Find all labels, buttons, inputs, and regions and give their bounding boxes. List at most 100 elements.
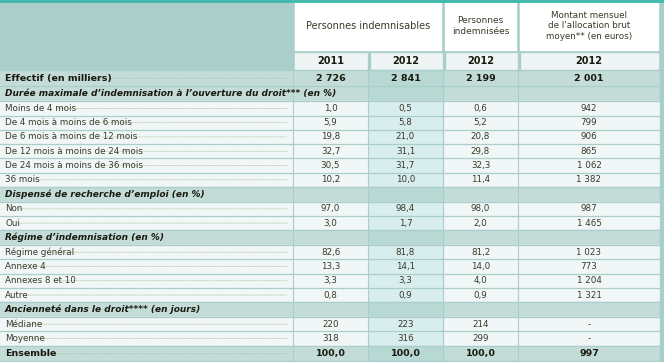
Text: 36 mois: 36 mois xyxy=(5,175,40,184)
Text: 299: 299 xyxy=(472,334,489,343)
Bar xyxy=(369,187,443,202)
Bar xyxy=(0,259,664,274)
Bar xyxy=(369,144,443,158)
Text: 100,0: 100,0 xyxy=(465,349,495,358)
Text: Moins de 4 mois: Moins de 4 mois xyxy=(5,104,76,113)
Bar xyxy=(0,173,664,187)
Text: Régime général: Régime général xyxy=(5,248,74,257)
Text: 1 465: 1 465 xyxy=(576,219,602,228)
Bar xyxy=(369,130,443,144)
Text: Médiane: Médiane xyxy=(5,320,42,329)
Text: 0,8: 0,8 xyxy=(323,291,337,299)
Text: 1 321: 1 321 xyxy=(576,291,602,299)
Text: 100,0: 100,0 xyxy=(315,349,345,358)
Text: Ancienneté dans le droit**** (en jours): Ancienneté dans le droit**** (en jours) xyxy=(5,305,201,314)
Text: 220: 220 xyxy=(322,320,339,329)
Bar xyxy=(369,87,443,101)
Bar xyxy=(295,2,441,50)
Text: 10,2: 10,2 xyxy=(321,175,340,184)
Bar xyxy=(0,52,664,70)
Bar xyxy=(369,317,443,331)
Bar xyxy=(0,115,664,130)
Bar xyxy=(445,2,516,50)
Text: Montant mensuel
de l'allocation brut
moyen** (en euros): Montant mensuel de l'allocation brut moy… xyxy=(546,11,632,41)
Text: 0,9: 0,9 xyxy=(398,291,412,299)
Text: 32,7: 32,7 xyxy=(321,147,340,156)
Bar xyxy=(660,0,664,362)
Bar xyxy=(369,216,443,230)
Text: 5,2: 5,2 xyxy=(473,118,487,127)
Text: 318: 318 xyxy=(322,334,339,343)
Text: 1 023: 1 023 xyxy=(576,248,602,257)
Text: 82,6: 82,6 xyxy=(321,248,340,257)
Text: Effectif (en milliers): Effectif (en milliers) xyxy=(5,74,112,83)
Text: 2012: 2012 xyxy=(467,56,494,66)
Text: 2 001: 2 001 xyxy=(574,74,604,83)
Bar xyxy=(443,53,445,69)
Text: 2012: 2012 xyxy=(576,56,602,66)
Text: 29,8: 29,8 xyxy=(471,147,490,156)
Bar xyxy=(0,187,664,202)
Text: Oui: Oui xyxy=(5,219,20,228)
Bar xyxy=(368,53,370,69)
Bar xyxy=(0,144,664,158)
Text: 0,5: 0,5 xyxy=(398,104,412,113)
Bar xyxy=(0,158,664,173)
Text: 19,8: 19,8 xyxy=(321,132,340,142)
Bar xyxy=(0,245,664,259)
Text: 31,1: 31,1 xyxy=(396,147,415,156)
Text: 100,0: 100,0 xyxy=(390,349,420,358)
Text: Ensemble: Ensemble xyxy=(5,349,56,358)
Text: 987: 987 xyxy=(580,205,598,213)
Text: Annexe 4: Annexe 4 xyxy=(5,262,46,271)
Text: 97,0: 97,0 xyxy=(321,205,340,213)
Text: 30,5: 30,5 xyxy=(321,161,340,170)
Text: 20,8: 20,8 xyxy=(471,132,490,142)
Text: 942: 942 xyxy=(581,104,597,113)
Bar xyxy=(295,53,658,69)
Text: 2011: 2011 xyxy=(317,56,344,66)
Text: 2 726: 2 726 xyxy=(315,74,345,83)
Bar xyxy=(369,230,443,245)
Text: -: - xyxy=(588,320,590,329)
Bar xyxy=(369,274,443,288)
Text: 1 382: 1 382 xyxy=(576,175,602,184)
Bar xyxy=(0,0,664,52)
Bar xyxy=(369,70,443,87)
Text: 31,7: 31,7 xyxy=(396,161,415,170)
Text: Dispensé de recherche d’emploi (en %): Dispensé de recherche d’emploi (en %) xyxy=(5,190,205,199)
Text: De 24 mois à moins de 36 mois: De 24 mois à moins de 36 mois xyxy=(5,161,143,170)
Text: 3,0: 3,0 xyxy=(323,219,337,228)
Text: 906: 906 xyxy=(581,132,598,142)
Text: 773: 773 xyxy=(580,262,598,271)
Text: 2012: 2012 xyxy=(392,56,419,66)
Bar xyxy=(0,130,664,144)
Bar xyxy=(0,230,664,245)
Bar xyxy=(0,317,664,331)
Text: Durée maximale d’indemnisation à l’ouverture du droit*** (en %): Durée maximale d’indemnisation à l’ouver… xyxy=(5,89,336,98)
Text: 0,6: 0,6 xyxy=(473,104,487,113)
Text: 316: 316 xyxy=(397,334,414,343)
Text: Annexes 8 et 10: Annexes 8 et 10 xyxy=(5,276,76,285)
Text: Personnes
indemnisées: Personnes indemnisées xyxy=(452,16,509,36)
Bar xyxy=(0,346,664,362)
Bar xyxy=(369,202,443,216)
Text: 997: 997 xyxy=(579,349,599,358)
Text: De 6 mois à moins de 12 mois: De 6 mois à moins de 12 mois xyxy=(5,132,137,142)
Bar xyxy=(369,259,443,274)
Bar xyxy=(369,331,443,346)
Bar xyxy=(0,288,664,302)
Text: 4,0: 4,0 xyxy=(473,276,487,285)
Text: Régime d’indemnisation (en %): Régime d’indemnisation (en %) xyxy=(5,233,164,243)
Text: 865: 865 xyxy=(580,147,598,156)
Text: 1,0: 1,0 xyxy=(323,104,337,113)
Text: 2 841: 2 841 xyxy=(390,74,420,83)
Bar xyxy=(369,288,443,302)
Text: 5,9: 5,9 xyxy=(323,118,337,127)
Text: Personnes indemnisables: Personnes indemnisables xyxy=(306,21,430,31)
Text: 98,4: 98,4 xyxy=(396,205,415,213)
Text: De 4 mois à moins de 6 mois: De 4 mois à moins de 6 mois xyxy=(5,118,132,127)
Bar xyxy=(0,274,664,288)
Text: 1 062: 1 062 xyxy=(576,161,602,170)
Text: 223: 223 xyxy=(397,320,414,329)
